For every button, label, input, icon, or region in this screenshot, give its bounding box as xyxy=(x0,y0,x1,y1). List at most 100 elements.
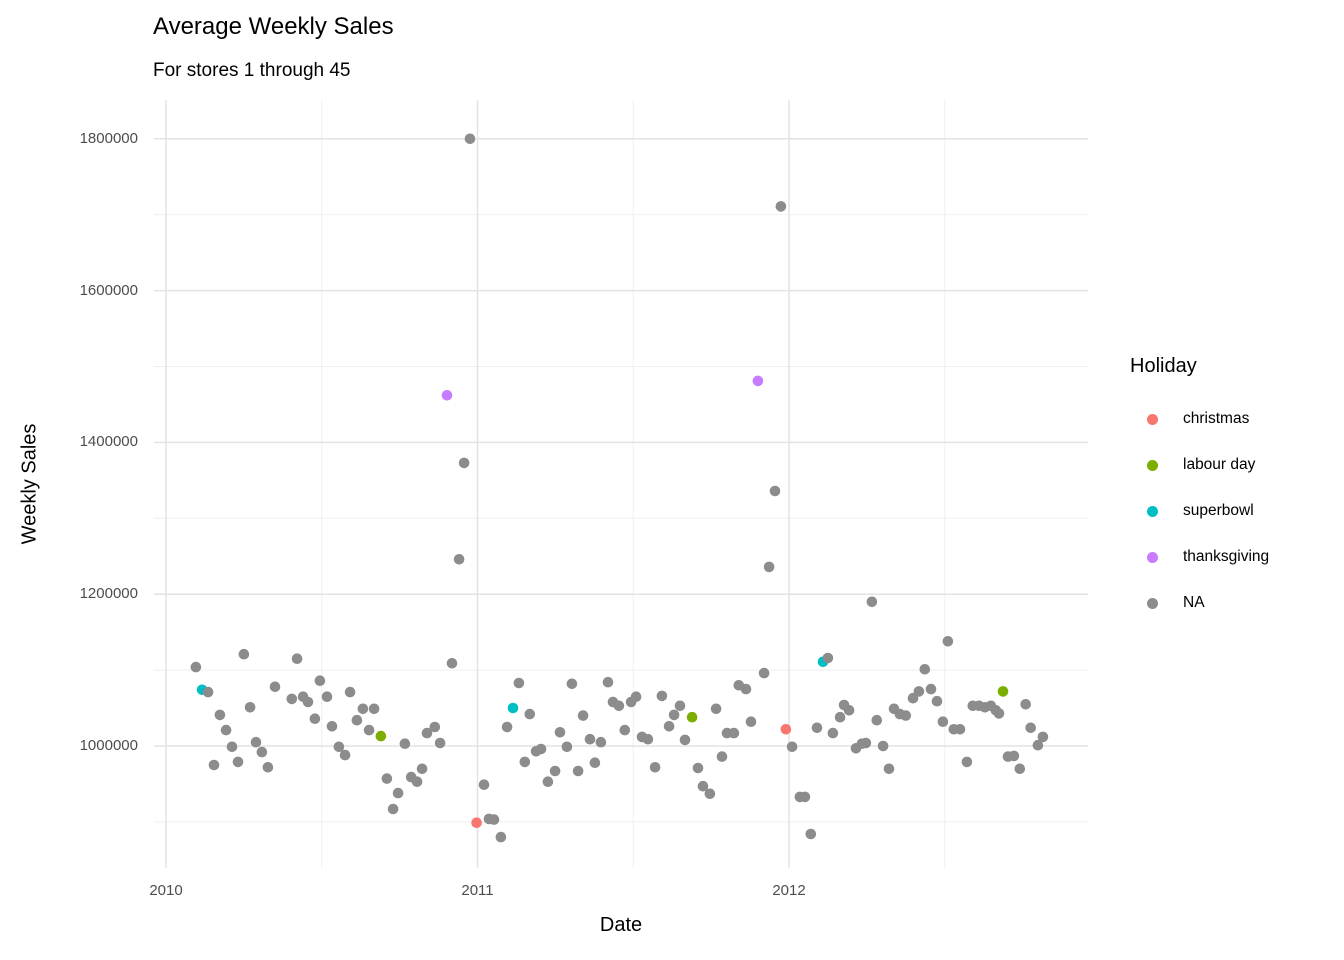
legend-row-na: NA xyxy=(1130,580,1269,626)
data-point xyxy=(811,722,823,734)
data-point xyxy=(961,756,973,768)
data-point xyxy=(392,787,404,799)
data-point xyxy=(613,700,625,712)
legend-dot-christmas-icon xyxy=(1147,413,1158,425)
data-point xyxy=(326,721,338,732)
data-point xyxy=(686,711,698,723)
data-point xyxy=(584,733,596,745)
data-point xyxy=(942,636,954,647)
data-point xyxy=(411,776,423,787)
data-point xyxy=(745,716,757,727)
data-point xyxy=(434,737,446,749)
data-point xyxy=(649,762,661,773)
data-point xyxy=(357,703,369,715)
data-point xyxy=(997,686,1009,697)
data-point xyxy=(250,736,262,748)
y-tick-label: 1400000 xyxy=(79,433,138,451)
data-point xyxy=(535,743,547,755)
data-point xyxy=(416,763,428,775)
data-point xyxy=(668,709,680,721)
data-point xyxy=(663,721,675,732)
data-point xyxy=(775,201,787,212)
x-tick-label: 2011 xyxy=(461,882,494,899)
data-point xyxy=(363,724,375,736)
legend-label-christmas: christmas xyxy=(1183,410,1250,427)
data-point xyxy=(900,710,912,721)
data-point xyxy=(805,828,817,840)
data-point xyxy=(262,762,274,773)
data-point xyxy=(344,686,356,698)
data-point xyxy=(226,741,238,753)
legend-dot-superbowl-icon xyxy=(1147,505,1158,517)
data-point xyxy=(1025,722,1036,734)
data-point xyxy=(495,831,507,843)
data-point xyxy=(519,756,531,768)
data-point xyxy=(302,696,314,708)
data-point xyxy=(1032,739,1044,751)
data-point xyxy=(399,738,411,749)
data-point xyxy=(421,727,433,739)
data-point xyxy=(931,695,943,707)
data-point xyxy=(619,724,631,736)
data-point xyxy=(387,803,399,815)
data-point xyxy=(314,675,326,686)
data-point xyxy=(501,721,513,733)
data-point xyxy=(269,681,281,693)
x-tick-label: 2012 xyxy=(772,882,806,899)
data-point xyxy=(602,676,614,688)
y-axis-title: Weekly Sales xyxy=(18,423,41,545)
data-point xyxy=(913,686,925,697)
data-point xyxy=(333,741,345,753)
data-point xyxy=(232,756,244,768)
data-point xyxy=(566,678,578,690)
legend-row-labour-day: labour day xyxy=(1130,442,1269,488)
data-point xyxy=(704,788,716,800)
data-point xyxy=(697,780,709,792)
data-point xyxy=(630,691,642,702)
legend-dot-labour-day-icon xyxy=(1147,459,1158,471)
legend-title: Holiday xyxy=(1130,355,1197,377)
legend: Holiday christmas labour day superbowl t… xyxy=(1130,352,1269,626)
data-point xyxy=(758,667,770,679)
data-point xyxy=(549,765,561,777)
data-point xyxy=(542,776,554,787)
data-point xyxy=(822,652,834,664)
data-point xyxy=(728,727,740,739)
data-point xyxy=(919,664,931,675)
legend-label-labour-day: labour day xyxy=(1183,456,1256,473)
data-point xyxy=(692,762,704,774)
data-point xyxy=(220,724,232,736)
legend-dot-na-icon xyxy=(1147,597,1158,609)
data-point xyxy=(208,759,220,771)
data-point xyxy=(925,683,937,695)
data-point xyxy=(291,653,303,664)
data-point xyxy=(309,713,321,724)
data-point xyxy=(877,740,889,752)
chart-title: Average Weekly Sales xyxy=(153,13,394,40)
data-point xyxy=(214,709,226,721)
data-point xyxy=(752,375,764,387)
data-point xyxy=(453,554,465,565)
data-point xyxy=(827,727,839,739)
data-point xyxy=(375,730,387,742)
data-point xyxy=(429,721,441,733)
data-point xyxy=(679,734,691,746)
data-point xyxy=(446,658,458,669)
data-point xyxy=(834,711,846,723)
data-point xyxy=(577,710,589,721)
data-point xyxy=(507,702,519,714)
legend-rows: christmas labour day superbowl thanksgiv… xyxy=(1130,396,1269,626)
data-point xyxy=(488,814,500,825)
data-point xyxy=(656,690,668,702)
data-point xyxy=(871,714,883,726)
data-point xyxy=(993,708,1005,719)
x-axis-title: Date xyxy=(599,914,643,936)
data-point xyxy=(589,757,601,768)
data-point xyxy=(381,773,393,784)
data-point xyxy=(190,661,202,673)
data-point xyxy=(441,390,453,401)
data-point xyxy=(954,724,966,735)
data-point xyxy=(351,714,363,726)
data-point xyxy=(799,791,811,803)
data-point xyxy=(740,683,752,695)
